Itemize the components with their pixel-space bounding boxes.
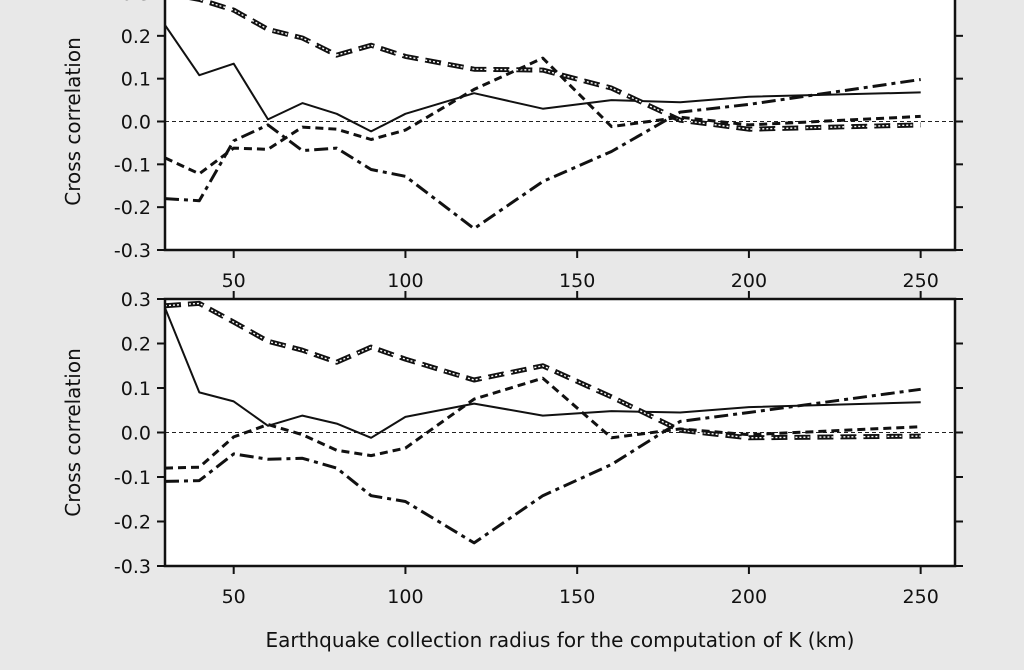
y-axis-title: Cross correlation <box>61 348 85 517</box>
series-line-inner-dots <box>198 0 921 130</box>
plot-area <box>165 0 955 250</box>
y-tick-label: 0.0 <box>121 112 151 134</box>
x-tick-label: 250 <box>903 270 939 292</box>
y-tick-label: -0.2 <box>114 512 151 534</box>
y-tick-label: -0.3 <box>114 240 151 262</box>
x-tick-label: 150 <box>559 270 595 292</box>
y-tick-label: 0.1 <box>121 69 151 91</box>
x-tick-label: 150 <box>559 586 595 608</box>
y-tick-label: -0.1 <box>114 467 151 489</box>
chart-panel-bottom: -0.3 -0.2 -0.1 0.0 0.1 0.2 0.3 50 100 150 200 250 Cr… <box>61 289 963 608</box>
series-line-dashed <box>165 376 921 470</box>
x-tick-label: 50 <box>222 586 246 608</box>
y-tick-label: 0.2 <box>121 26 151 48</box>
plot-frame <box>163 0 957 252</box>
x-tick-label: 200 <box>731 270 767 292</box>
x-tick-label: 50 <box>222 270 246 292</box>
y-tick-label: -0.3 <box>114 556 151 578</box>
y-tick-label: -0.1 <box>114 154 151 176</box>
y-tick-label: 0.3 <box>121 0 151 5</box>
x-tick-label: 250 <box>903 586 939 608</box>
x-axis-title: Earthquake collection radius for the com… <box>266 628 855 652</box>
series-line-solid <box>165 307 921 439</box>
chart-panel-top: -0.3 -0.2 -0.1 0.0 0.1 0.2 0.3 50 100 150 200 250 Cr… <box>61 0 963 292</box>
y-tick-label: 0.3 <box>121 289 151 311</box>
y-tick-label: 0.2 <box>121 334 151 356</box>
y-tick-label: 0.0 <box>121 423 151 445</box>
x-tick-label: 100 <box>387 586 423 608</box>
x-tick-label: 200 <box>731 586 767 608</box>
y-axis-title: Cross correlation <box>61 37 85 206</box>
series-line-inner-dots <box>165 302 921 439</box>
series-line-solid <box>165 24 921 133</box>
y-tick-label: 0.1 <box>121 378 151 400</box>
plot-frame <box>163 297 957 568</box>
x-tick-label: 100 <box>387 270 423 292</box>
y-tick-label: -0.2 <box>114 197 151 219</box>
series-line-dash-dot <box>165 387 921 545</box>
